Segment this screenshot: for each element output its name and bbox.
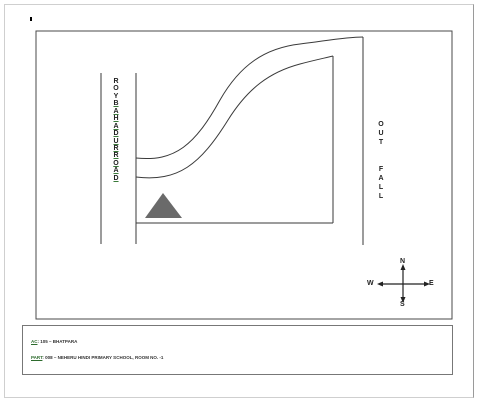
canal-upper-bank bbox=[135, 36, 364, 160]
compass-east-label: E bbox=[429, 280, 434, 287]
road-letter: H bbox=[113, 115, 119, 123]
outfall-letter: L bbox=[378, 193, 384, 200]
road-letter: A bbox=[113, 122, 119, 130]
compass-south-label: S bbox=[400, 301, 405, 308]
outfall-letter: F bbox=[378, 166, 384, 173]
map-border bbox=[35, 30, 453, 320]
road-name-label: R O Y B A H A D U R R O A D bbox=[109, 78, 123, 182]
road-letter: U bbox=[113, 137, 119, 145]
outfall-letter: U bbox=[378, 130, 384, 137]
compass-west-label: W bbox=[367, 280, 374, 287]
info-footer: AC: 105 – BHATPARA PART: 008 – NEHERU HI… bbox=[22, 325, 453, 375]
corner-mark bbox=[30, 17, 32, 21]
assembly-constituency-line: AC: 105 – BHATPARA bbox=[31, 339, 77, 344]
ac-value: : 105 – BHATPARA bbox=[37, 339, 78, 344]
road-letter: A bbox=[113, 167, 119, 175]
outfall-letter: L bbox=[378, 184, 384, 191]
canal-lower-bank bbox=[135, 55, 334, 179]
part-line: PART: 008 – NEHERU HINDI PRIMARY SCHOOL,… bbox=[31, 355, 163, 360]
part-key: PART bbox=[31, 355, 43, 360]
outfall-letter: A bbox=[378, 175, 384, 182]
ac-key: AC bbox=[31, 339, 38, 344]
outfall-letter: T bbox=[378, 139, 384, 146]
road-letter: D bbox=[113, 174, 119, 182]
road-letter: D bbox=[113, 130, 119, 138]
road-letter: B bbox=[113, 100, 119, 108]
road-letter: R bbox=[113, 144, 119, 152]
road-letter: Y bbox=[113, 92, 119, 100]
road-letter: R bbox=[113, 152, 119, 160]
road-letter: O bbox=[113, 159, 119, 167]
road-letter: R bbox=[113, 78, 119, 85]
triangle-icon bbox=[145, 193, 182, 218]
road-letter: A bbox=[113, 107, 119, 115]
compass-north-label: N bbox=[400, 258, 406, 265]
road-letter: O bbox=[113, 85, 119, 93]
outfall-letter: O bbox=[378, 121, 384, 128]
page-frame bbox=[4, 4, 474, 398]
outfall-label: O U T F A L L bbox=[374, 120, 388, 201]
compass-rose-icon bbox=[377, 264, 430, 303]
part-value: : 008 – NEHERU HINDI PRIMARY SCHOOL, ROO… bbox=[42, 355, 164, 360]
